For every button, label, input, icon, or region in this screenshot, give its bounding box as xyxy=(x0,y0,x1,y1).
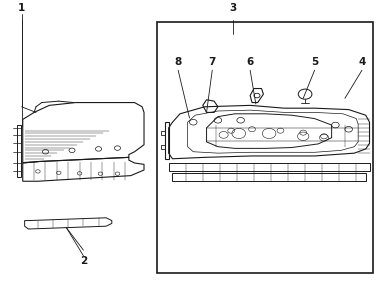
Text: 8: 8 xyxy=(174,57,182,67)
Text: 4: 4 xyxy=(358,57,366,67)
Text: 2: 2 xyxy=(80,256,87,266)
Text: 1: 1 xyxy=(18,3,25,13)
Bar xyxy=(157,22,373,273)
Text: 3: 3 xyxy=(229,3,237,13)
Text: 6: 6 xyxy=(246,57,254,67)
Text: 7: 7 xyxy=(208,57,216,67)
Text: 5: 5 xyxy=(311,57,318,67)
